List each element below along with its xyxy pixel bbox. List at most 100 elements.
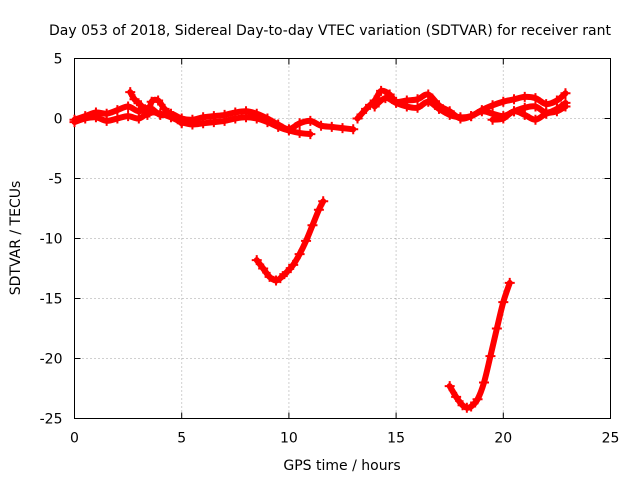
data-point: [153, 95, 164, 106]
data-point: [230, 113, 241, 124]
data-point: [423, 96, 434, 107]
data-point: [444, 381, 455, 392]
data-point: [487, 100, 498, 111]
data-point: [123, 111, 134, 122]
data-point: [294, 118, 305, 129]
data-point: [433, 103, 444, 114]
x-tick-labels: 0 5 10 15 20 25: [70, 431, 619, 447]
data-point: [551, 95, 562, 106]
data-point: [530, 93, 541, 104]
data-point: [208, 117, 219, 128]
x-tick-label: 15: [387, 431, 405, 447]
data-point: [123, 101, 134, 112]
data-point: [504, 277, 515, 288]
data-point: [466, 111, 477, 122]
data-point: [352, 113, 363, 124]
data-point: [498, 297, 509, 308]
data-point: [361, 103, 372, 114]
y-tick-label: -20: [40, 352, 63, 368]
y-tick-label: -10: [40, 232, 63, 248]
data-point: [301, 235, 312, 246]
data-point: [168, 111, 179, 122]
x-tick-label: 25: [602, 431, 620, 447]
data-point: [142, 109, 153, 120]
data-point: [316, 120, 327, 131]
y-tick-label: 0: [54, 112, 63, 128]
y-tick-label: -15: [40, 292, 63, 308]
data-point: [101, 115, 112, 126]
data-point: [337, 123, 348, 134]
x-tick-label: 10: [280, 431, 298, 447]
data-point: [288, 259, 299, 270]
data-point: [380, 93, 391, 104]
data-point: [412, 94, 423, 105]
data-point: [541, 108, 552, 119]
data-point: [451, 391, 462, 402]
data-point: [159, 103, 170, 114]
data-point: [498, 96, 509, 107]
data-point: [509, 94, 520, 105]
series-track-f: [487, 101, 571, 125]
data-point: [455, 112, 466, 123]
data-point: [264, 271, 275, 282]
data-point: [318, 196, 329, 207]
series-dip-2: [444, 277, 515, 413]
data-point: [69, 117, 80, 128]
data-point: [530, 114, 541, 125]
data-point: [135, 100, 146, 111]
data-point: [281, 267, 292, 278]
data-point: [401, 101, 412, 112]
data-point: [112, 105, 123, 116]
data-point: [498, 113, 509, 124]
data-point: [369, 101, 380, 112]
data-point: [90, 112, 101, 123]
x-tick-label: 0: [70, 431, 79, 447]
data-point: [133, 113, 144, 124]
y-axis-label: SDTVAR / TECUs: [8, 181, 24, 296]
data-point: [479, 377, 490, 388]
x-tick-label: 20: [494, 431, 512, 447]
data-series: [69, 85, 571, 413]
data-point: [176, 118, 187, 129]
data-point: [294, 249, 305, 260]
data-point: [307, 220, 318, 231]
data-point: [305, 115, 316, 126]
data-point: [472, 394, 483, 405]
data-point: [305, 129, 316, 140]
chart-title: Day 053 of 2018, Sidereal Day-to-day VTE…: [49, 23, 611, 39]
data-point: [283, 125, 294, 136]
data-point: [541, 99, 552, 110]
data-point: [412, 102, 423, 113]
data-point: [487, 114, 498, 125]
data-point: [348, 124, 359, 135]
data-point: [251, 255, 262, 266]
data-point: [519, 91, 530, 102]
data-point: [251, 113, 262, 124]
data-point: [198, 118, 209, 129]
data-point: [560, 101, 571, 112]
y-tick-label: 5: [54, 52, 63, 68]
y-tick-labels: 5 0 -5 -10 -15 -20 -25: [40, 52, 63, 428]
data-point: [258, 263, 269, 274]
data-point: [444, 109, 455, 120]
data-point: [560, 88, 571, 99]
data-point: [125, 87, 136, 98]
data-point: [326, 121, 337, 132]
data-point: [519, 109, 530, 120]
data-point: [491, 323, 502, 334]
data-point: [313, 204, 324, 215]
data-point: [112, 113, 123, 124]
y-tick-label: -5: [49, 172, 63, 188]
x-tick-label: 5: [177, 431, 186, 447]
data-point: [466, 401, 477, 412]
data-point: [273, 121, 284, 132]
data-point: [551, 106, 562, 117]
data-point: [391, 97, 402, 108]
y-tick-label: -25: [40, 412, 63, 428]
data-point: [241, 112, 252, 123]
data-point: [376, 85, 387, 96]
data-point: [80, 113, 91, 124]
series-dip-1: [251, 196, 329, 286]
data-point: [485, 351, 496, 362]
